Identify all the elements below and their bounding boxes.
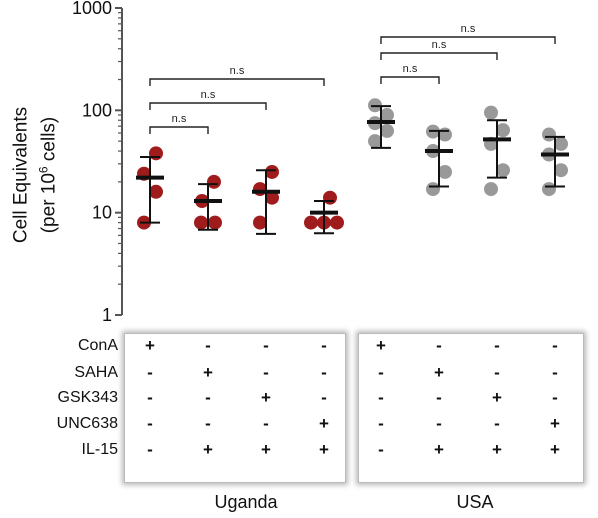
- uganda-cell: -: [205, 336, 211, 355]
- significance-bracket: [380, 76, 440, 84]
- uganda-cell: -: [321, 363, 327, 382]
- data-point: [253, 215, 267, 230]
- data-point: [438, 164, 452, 179]
- data-point: [208, 215, 222, 230]
- usa-cell: -: [378, 363, 384, 382]
- data-point: [265, 190, 279, 205]
- data-point: [426, 182, 440, 197]
- y-tick-label: 1: [102, 305, 112, 325]
- significance-bracket: [149, 78, 325, 86]
- data-point: [554, 136, 568, 151]
- usa-cell: -: [552, 388, 558, 407]
- uganda-cell: -: [205, 414, 211, 433]
- group-label-usa: USA: [456, 492, 494, 512]
- data-point: [496, 163, 510, 178]
- data-point: [380, 123, 394, 138]
- usa-cell: +: [492, 440, 502, 459]
- usa-cell: +: [550, 440, 560, 459]
- usa-cell: -: [494, 414, 500, 433]
- y-tick-label: 1000: [72, 0, 112, 18]
- data-point: [265, 164, 279, 179]
- usa-cell: +: [550, 414, 560, 433]
- data-point: [323, 190, 337, 205]
- uganda-cell: -: [147, 363, 153, 382]
- data-point: [554, 163, 568, 178]
- data-point: [380, 108, 394, 123]
- data-point: [149, 184, 163, 199]
- uganda-cell: -: [263, 336, 269, 355]
- uganda-cell: -: [147, 414, 153, 433]
- usa-cell: -: [494, 336, 500, 355]
- usa-cell: -: [436, 388, 442, 407]
- data-point: [149, 146, 163, 161]
- usa-cell: +: [492, 388, 502, 407]
- data-point: [194, 215, 208, 230]
- uganda-cell: +: [203, 363, 213, 382]
- uganda-cell: -: [147, 388, 153, 407]
- significance-label: n.s: [461, 23, 476, 35]
- data-point: [542, 127, 556, 142]
- row-label-unc638: UNC638: [56, 415, 118, 432]
- uganda-cell: +: [261, 440, 271, 459]
- usa-cell: -: [552, 363, 558, 382]
- uganda-cell: -: [147, 440, 153, 459]
- usa-cell: -: [436, 336, 442, 355]
- data-point: [253, 182, 267, 197]
- row-label-il-15: IL-15: [81, 441, 118, 458]
- data-point: [304, 215, 318, 230]
- data-point: [484, 105, 498, 120]
- uganda-cell: +: [319, 440, 329, 459]
- scatter-plot: 1000 100 10 1 n.s n.s n.s n.s n.s n.s: [72, 0, 569, 325]
- uganda-cell: -: [263, 363, 269, 382]
- usa-treatment-panel: [358, 333, 584, 483]
- usa-cell: -: [552, 336, 558, 355]
- significance-bracket: [380, 36, 556, 44]
- row-label-saha: SAHA: [74, 364, 118, 381]
- usa-cell: -: [494, 363, 500, 382]
- data-point: [438, 127, 452, 142]
- uganda-cell: -: [321, 388, 327, 407]
- data-point: [368, 134, 382, 149]
- uganda-cell: -: [321, 336, 327, 355]
- significance-bracket: [149, 102, 267, 110]
- usa-cell: +: [376, 336, 386, 355]
- significance-label: n.s: [432, 39, 447, 51]
- uganda-treatment-panel: [124, 333, 346, 483]
- usa-cell: -: [436, 414, 442, 433]
- data-point: [496, 123, 510, 138]
- usa-cell: -: [378, 440, 384, 459]
- uganda-cell: -: [205, 388, 211, 407]
- y-axis-label: Cell Equivalents (per 106 cells): [0, 60, 70, 290]
- y-axis-label-line2: (per 106 cells): [36, 116, 60, 234]
- data-point: [484, 182, 498, 197]
- uganda-cell: +: [203, 440, 213, 459]
- usa-cell: +: [434, 363, 444, 382]
- uganda-cell: -: [263, 414, 269, 433]
- group-label-uganda: Uganda: [214, 492, 278, 512]
- significance-label: n.s: [172, 113, 187, 125]
- uganda-cell: +: [319, 414, 329, 433]
- significance-label: n.s: [403, 63, 418, 75]
- usa-cell: +: [434, 440, 444, 459]
- significance-label: n.s: [201, 89, 216, 101]
- data-point: [542, 182, 556, 197]
- row-label-cona: ConA: [77, 337, 118, 354]
- significance-bracket: [380, 52, 498, 60]
- y-tick-label: 10: [92, 203, 112, 223]
- significance-bracket: [149, 126, 209, 134]
- y-axis-label-line1: Cell Equivalents: [10, 106, 32, 244]
- uganda-cell: +: [261, 388, 271, 407]
- significance-label: n.s: [230, 65, 245, 77]
- uganda-cell: +: [145, 336, 155, 355]
- usa-cell: -: [378, 414, 384, 433]
- data-point: [330, 215, 344, 230]
- row-label-gsk343: GSK343: [57, 389, 118, 406]
- usa-cell: -: [378, 388, 384, 407]
- data-point: [207, 174, 221, 189]
- y-tick-label: 100: [82, 100, 112, 120]
